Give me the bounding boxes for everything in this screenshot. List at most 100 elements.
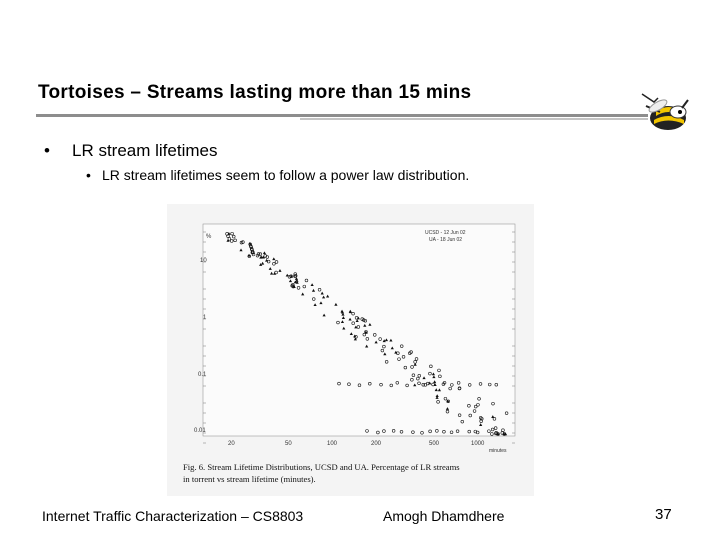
ucsd-point — [442, 429, 446, 434]
ucsd-point — [493, 426, 498, 430]
ucsd-point — [227, 237, 232, 241]
ua-point — [349, 332, 353, 336]
ucsd-point — [379, 382, 383, 387]
bullet-text: LR stream lifetimes seem to follow a pow… — [102, 167, 470, 183]
ucsd-point — [467, 429, 471, 434]
ua-point — [313, 303, 317, 307]
loglog-plot: % 10 1 0.1 0.01 20 50 100 200 500 1000 m… — [183, 223, 516, 484]
title-underline — [36, 114, 648, 117]
ua-point — [341, 312, 345, 316]
ua-point — [348, 309, 352, 313]
footer-course: Internet Traffic Characterization – CS88… — [42, 508, 304, 524]
xaxis-unit: minutes — [489, 448, 507, 454]
ucsd-point — [373, 333, 377, 337]
ucsd-point — [354, 335, 358, 339]
ua-point — [261, 261, 265, 265]
ucsd-point — [395, 381, 399, 385]
ucsd-point — [428, 371, 432, 376]
ucsd-point — [296, 286, 301, 290]
ua-point — [413, 383, 417, 387]
ucsd-point — [302, 284, 307, 289]
ucsd-point — [382, 429, 386, 433]
ua-point — [272, 257, 276, 261]
xtick-label-0: 20 — [228, 441, 235, 447]
ua-point — [320, 291, 324, 295]
ucsd-point — [421, 383, 425, 387]
ytick-label-2: 1 — [203, 315, 207, 321]
ucsd-point — [428, 429, 432, 434]
ua-point — [278, 269, 282, 272]
ytick-label-4: 0.01 — [194, 428, 206, 434]
plot-frame — [202, 223, 516, 437]
ua-point — [354, 325, 358, 329]
ucsd-point — [468, 383, 472, 387]
ucsd-point — [274, 270, 278, 275]
ucsd-point — [410, 365, 414, 369]
ucsd-point — [265, 255, 269, 259]
ucsd-point — [347, 382, 351, 386]
ucsd-point — [401, 355, 406, 359]
ucsd-point — [457, 386, 462, 391]
ucsd-point — [362, 332, 367, 337]
ucsd-point — [293, 272, 297, 276]
ucsd-point — [232, 234, 236, 239]
ucsd-point — [378, 337, 382, 341]
ua-point — [259, 263, 263, 266]
ucsd-point — [500, 431, 504, 435]
ua-point — [446, 399, 450, 403]
ucsd-point — [446, 399, 450, 404]
bullet-glyph: • — [86, 167, 91, 183]
ua-point — [437, 388, 441, 392]
ua-point — [383, 352, 387, 356]
figure-caption-line2: in torrent vs stream lifetime (minutes). — [183, 474, 316, 484]
ucsd-point — [304, 278, 309, 283]
xtick-label-1: 50 — [285, 441, 292, 447]
slide-number: 37 — [655, 506, 672, 523]
ucsd-point — [351, 311, 355, 316]
figure-image: % 10 1 0.1 0.01 20 50 100 200 500 1000 m… — [167, 204, 534, 496]
ucsd-point — [416, 376, 420, 381]
ua-point — [445, 407, 450, 410]
ucsd-point — [233, 238, 237, 243]
ucsd-point — [491, 401, 495, 406]
footer-author: Amogh Dhamdhere — [383, 508, 505, 524]
ucsd-point — [405, 383, 409, 388]
ua-point — [326, 294, 330, 298]
ua-point — [422, 376, 426, 380]
ucsd-point — [467, 404, 471, 408]
ucsd-point — [487, 429, 491, 433]
figure-caption-line1: Fig. 6. Stream Lifetime Distributions, U… — [183, 462, 460, 472]
ua-point — [319, 301, 323, 305]
ucsd-point — [287, 275, 292, 279]
ucsd-point — [251, 250, 255, 255]
ua-point — [368, 323, 372, 326]
ucsd-point — [376, 430, 380, 435]
ucsd-point — [403, 365, 408, 370]
ucsd-point — [456, 381, 461, 385]
ucsd-point — [437, 368, 441, 373]
ucsd-point — [411, 430, 415, 434]
ucsd-point — [492, 417, 497, 421]
ytick-label-3: 0.1 — [198, 372, 207, 378]
ua-point — [503, 432, 508, 436]
ua-point — [428, 381, 432, 385]
ua-point — [413, 362, 417, 366]
ucsd-point — [365, 337, 370, 341]
xtick-label-5: 1000 — [471, 441, 485, 447]
ucsd-point — [312, 297, 316, 301]
ucsd-point — [480, 417, 484, 421]
plot-points — [203, 231, 515, 444]
ua-point — [364, 330, 368, 334]
ucsd-point — [317, 288, 322, 292]
ua-point — [288, 279, 293, 283]
ucsd-point — [420, 431, 424, 435]
ucsd-point — [496, 432, 500, 436]
ucsd-point — [411, 373, 416, 377]
ua-point — [341, 316, 345, 319]
ua-point — [384, 338, 389, 342]
ua-point — [322, 295, 326, 299]
ucsd-point — [448, 386, 452, 391]
ucsd-point — [410, 378, 414, 382]
ua-point — [389, 338, 393, 342]
ucsd-point — [449, 430, 454, 434]
